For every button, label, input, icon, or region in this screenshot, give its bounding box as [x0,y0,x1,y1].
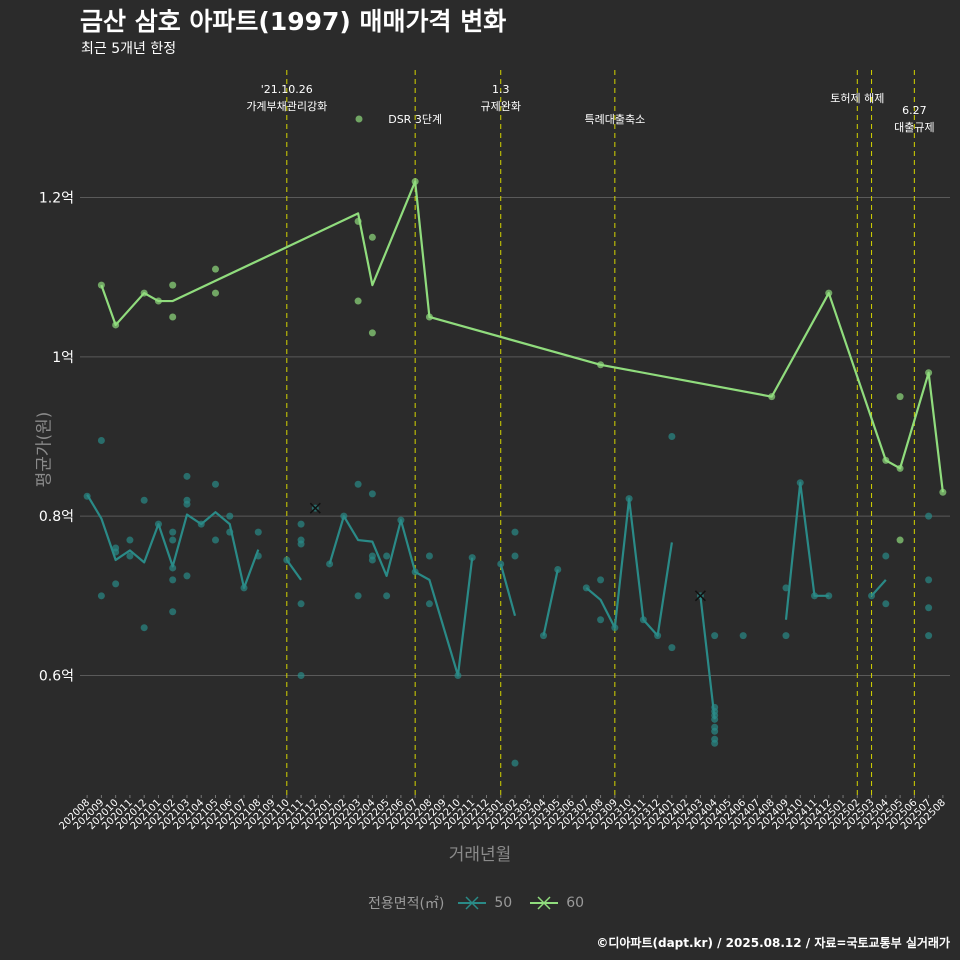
x-axis-label: 거래년월 [448,845,512,865]
data-point-50 [782,632,790,640]
data-point-50 [425,600,433,608]
data-point-50 [183,572,191,580]
y-tick-label: 0.8억 [39,509,74,525]
event-label: '21.10.26 [261,83,313,96]
data-point-50 [169,536,177,544]
series-line-50 [328,515,474,677]
event-label: 규제완화 [480,100,520,113]
data-point-50 [169,564,177,572]
data-point-50 [169,576,177,584]
data-point-50 [668,432,676,440]
data-point-50 [297,540,305,548]
data-point-50 [169,528,177,536]
event-label: 특례대출축소 [584,113,645,126]
data-point-50 [711,727,719,735]
event-label: 토허제 해제 [830,91,884,105]
data-point-60 [169,313,177,321]
data-point-50 [354,480,362,488]
data-point-50 [112,580,120,588]
data-point-50 [140,624,148,632]
data-point-50 [211,480,219,488]
data-point-60 [169,281,177,289]
event-label: 가계부채관리강화 [246,100,327,113]
data-point-50 [782,584,790,592]
data-point-60 [896,536,904,544]
series-line-50 [499,563,517,617]
data-point-50 [882,552,890,560]
data-point-50 [711,739,719,747]
chart-title: 금산 삼호 아파트(1997) 매매가격 변화 [80,7,507,36]
legend-item-60: 60 [530,895,584,911]
data-point-50 [739,632,747,640]
data-point-50 [169,608,177,616]
cancel-mark-icon [309,502,321,514]
y-tick-label: 1.2억 [39,190,74,206]
data-point-50 [297,520,305,528]
data-point-50 [354,592,362,600]
series-line-50 [285,559,302,581]
data-point-50 [425,552,433,560]
series-line-50 [542,569,559,636]
data-point-50 [925,632,933,640]
data-point-60 [368,329,376,337]
cancel-mark-icon [694,590,706,602]
data-point-50 [925,604,933,612]
chart-subtitle: 최근 5개년 한정 [81,41,177,57]
data-point-50 [368,556,376,564]
data-point-50 [254,528,262,536]
y-tick-label: 1억 [52,350,74,366]
data-point-50 [597,576,605,584]
data-point-50 [226,512,234,520]
data-point-50 [711,632,719,640]
legend-label-50: 50 [494,895,513,911]
data-point-50 [97,592,105,600]
event-label: 대출규제 [894,121,934,134]
data-point-50 [383,592,391,600]
data-point-60 [355,115,363,123]
data-point-50 [368,490,376,498]
data-point-60 [896,393,904,401]
series-line-50 [870,579,887,597]
legend-label-60: 60 [566,895,585,911]
legend: 전용면적(㎡) 50 60 [0,893,960,913]
data-point-50 [126,536,134,544]
series-line-60 [100,180,944,493]
data-point-50 [126,552,134,560]
legend-key-60-icon [530,895,559,911]
legend-item-50: 50 [458,895,512,911]
event-label: 1.3 [492,83,510,96]
event-label: DSR 3단계 [388,113,442,126]
data-point-50 [297,671,305,679]
data-point-50 [668,644,676,652]
y-tick-label: 0.6억 [39,668,74,684]
series-line-50 [699,595,716,720]
data-point-60 [354,297,362,305]
data-point-60 [368,233,376,241]
data-point-50 [97,436,105,444]
series-line-50 [585,497,673,637]
data-point-50 [925,576,933,584]
data-point-50 [183,500,191,508]
data-point-50 [925,512,933,520]
data-point-50 [211,536,219,544]
data-point-50 [183,472,191,480]
data-point-60 [211,265,219,273]
source-footer: ©디아파트(dapt.kr) / 2025.08.12 / 자료=국토교통부 실… [596,936,950,950]
event-label: 6.27 [902,104,927,117]
data-point-50 [140,496,148,504]
data-point-50 [597,616,605,624]
y-axis-label: 평균가(원) [34,411,55,488]
data-point-50 [511,528,519,536]
data-point-50 [297,600,305,608]
series-line-50 [86,494,260,589]
legend-title: 전용면적(㎡) [367,896,445,912]
data-point-50 [511,552,519,560]
data-point-50 [383,552,391,560]
legend-key-50-icon [458,895,487,911]
series-line-50 [784,481,829,620]
data-point-50 [882,600,890,608]
data-point-60 [211,289,219,297]
data-point-50 [511,759,519,767]
